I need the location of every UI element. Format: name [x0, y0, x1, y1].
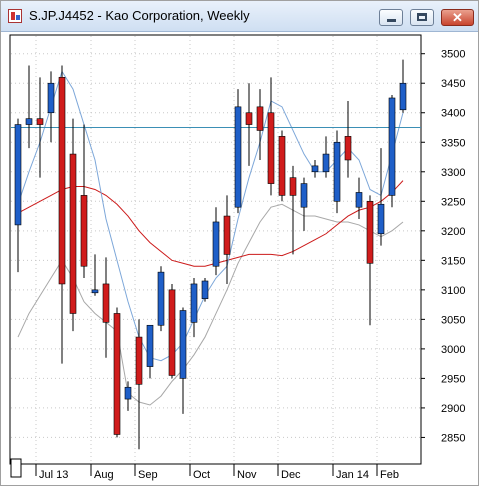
candle-down — [366, 200, 374, 264]
candle-up — [322, 153, 330, 173]
candle-up — [311, 165, 319, 173]
maximize-icon — [417, 13, 427, 21]
candles — [14, 59, 407, 450]
minimize-button[interactable] — [379, 9, 403, 26]
candle-up — [212, 221, 220, 267]
candle-up — [91, 289, 99, 294]
y-tick-label: 3300 — [441, 167, 465, 179]
y-tick-label: 3200 — [441, 226, 465, 238]
scroll-handle[interactable] — [10, 458, 22, 478]
y-tick-label: 3350 — [441, 137, 465, 149]
x-axis: Jul 13 Aug Sep Oct Nov Dec Jan 14 Feb — [35, 464, 399, 481]
candle-down — [135, 336, 143, 385]
candle-up — [146, 324, 154, 367]
y-tick-label: 3400 — [441, 108, 465, 120]
y-tick-label: 2950 — [441, 373, 465, 385]
candle-up — [399, 82, 407, 111]
candle-down — [289, 177, 297, 196]
x-tick-label: Jul 13 — [39, 469, 68, 481]
x-tick-label: Sep — [138, 469, 158, 481]
y-tick-label: 3000 — [441, 344, 465, 356]
candle-up — [124, 386, 132, 400]
ma-mid-line — [17, 180, 404, 267]
window-title: S.JP.J4452 - Kao Corporation, Weekly — [29, 8, 250, 23]
x-tick-label: Aug — [94, 469, 114, 481]
x-tick-label: Feb — [380, 469, 399, 481]
chart-app-icon — [8, 9, 22, 23]
x-tick-label: Nov — [237, 469, 257, 481]
candle-up — [234, 106, 242, 208]
candle-down — [58, 77, 66, 285]
y-tick-label: 3150 — [441, 255, 465, 267]
candle-down — [80, 195, 88, 267]
y-tick-label: 2900 — [441, 403, 465, 415]
candle-down — [245, 112, 253, 125]
close-icon: ✕ — [452, 10, 463, 25]
candle-up — [300, 183, 308, 208]
candle-down — [344, 136, 352, 161]
candle-down — [168, 289, 176, 376]
title-bar[interactable]: S.JP.J4452 - Kao Corporation, Weekly ✕ — [1, 1, 478, 32]
candle-up — [388, 97, 396, 196]
y-tick-label: 3450 — [441, 78, 465, 90]
candle-up — [157, 271, 165, 326]
candle-down — [223, 215, 231, 255]
candle-up — [25, 118, 33, 125]
minimize-icon — [387, 19, 396, 22]
grid — [11, 36, 421, 464]
x-tick-label: Oct — [193, 469, 210, 481]
candle-down — [267, 112, 275, 184]
maximize-button[interactable] — [410, 9, 434, 26]
candle-down — [102, 283, 110, 323]
x-tick-label: Dec — [281, 469, 301, 481]
candlestick-chart: 2850 2900 2950 3000 3050 3100 3150 3200 3250 3300… — [9, 34, 465, 481]
candle-up — [377, 203, 385, 235]
y-axis: 2850 2900 2950 3000 3050 3100 3150 3200 3250 3300… — [421, 49, 465, 444]
candle-up — [201, 280, 209, 300]
y-tick-label: 3050 — [441, 314, 465, 326]
candle-down — [256, 106, 264, 131]
x-tick-label: Jan 14 — [336, 469, 369, 481]
candle-up — [355, 192, 363, 208]
y-tick-label: 3100 — [441, 285, 465, 297]
y-tick-label: 2850 — [441, 432, 465, 444]
ma-long-layer — [17, 203, 404, 406]
candle-up — [333, 141, 341, 202]
candle-up — [14, 124, 22, 226]
candle-up — [190, 283, 198, 323]
candle-up — [179, 310, 187, 379]
y-tick-label: 3500 — [441, 49, 465, 61]
candle-down — [113, 313, 121, 435]
ma-long-line — [17, 203, 404, 406]
ma-mid-layer — [17, 180, 404, 267]
candle-up — [47, 82, 55, 114]
candle-down — [69, 153, 77, 314]
candle-down — [36, 118, 44, 125]
close-button[interactable]: ✕ — [441, 9, 474, 26]
candle-down — [278, 136, 286, 196]
y-tick-label: 3250 — [441, 196, 465, 208]
